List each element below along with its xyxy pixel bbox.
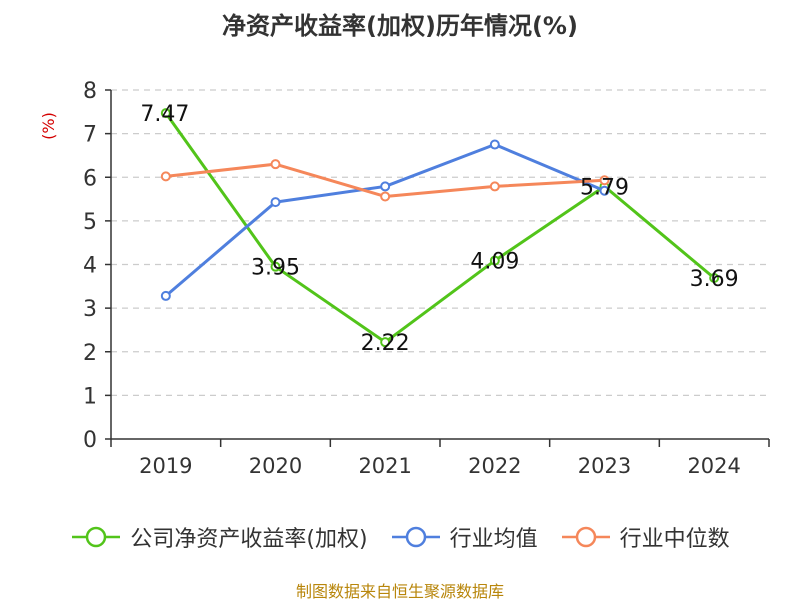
legend-item-company[interactable]: 公司净资产收益率(加权) <box>70 521 368 553</box>
series-0-point-2019 <box>160 108 171 119</box>
series-2-point-2021 <box>380 191 391 202</box>
chart-title: 净资产收益率(加权)历年情况(%) <box>222 12 578 40</box>
y-axis-label: (%) <box>39 112 58 140</box>
y-tick-label-1: 1 <box>83 384 97 409</box>
legend-company-line-icon <box>72 526 121 548</box>
series-1-point-2020 <box>270 197 281 208</box>
series-0-point-2022 <box>489 255 500 266</box>
legend: 公司净资产收益率(加权) 行业均值 行业中位数 <box>0 520 800 554</box>
series-2-point-2020 <box>270 159 281 170</box>
series-2-point-2023 <box>599 175 610 186</box>
x-tick-label-2020: 2020 <box>249 454 302 478</box>
data-label-2023: 5.79 <box>580 175 629 200</box>
series-0-point-2024 <box>709 273 720 284</box>
y-tick-label-6: 6 <box>83 166 97 191</box>
series-2-point-2019 <box>160 171 171 182</box>
legend-item-industry-mean[interactable]: 行业均值 <box>390 521 538 553</box>
legend-industry-mean-label: 行业均值 <box>449 527 538 552</box>
x-tick-label-2019: 2019 <box>139 454 192 478</box>
x-tick-label-2024: 2024 <box>687 454 740 478</box>
x-tick-label-2022: 2022 <box>468 454 521 478</box>
legend-industry-median-label: 行业中位数 <box>619 527 730 552</box>
y-tick-label-3: 3 <box>83 297 97 322</box>
x-tick-label-2021: 2021 <box>358 454 411 478</box>
x-tick-label-2023: 2023 <box>578 454 631 478</box>
legend-company-label: 公司净资产收益率(加权) <box>130 527 368 552</box>
data-label-2022: 4.09 <box>470 250 519 275</box>
legend-industry-mean-line-icon <box>391 526 440 548</box>
y-tick-label-5: 5 <box>83 210 97 235</box>
data-label-2024: 3.69 <box>690 267 739 292</box>
legend-item-industry-median[interactable]: 行业中位数 <box>560 521 730 553</box>
y-tick-label-2: 2 <box>83 341 97 366</box>
legend-industry-median-line-icon <box>561 526 610 548</box>
y-tick-label-4: 4 <box>83 254 97 279</box>
series-1-point-2023 <box>599 185 610 196</box>
data-label-2021: 2.22 <box>361 331 410 356</box>
y-tick-label-8: 8 <box>83 79 97 104</box>
y-tick-label-7: 7 <box>83 123 97 148</box>
series-1-point-2022 <box>489 139 500 150</box>
series-line-0 <box>164 112 716 344</box>
data-label-2019: 7.47 <box>140 102 189 127</box>
series-line-1 <box>164 143 606 298</box>
series-0-point-2020 <box>270 261 281 272</box>
series-1-point-2019 <box>160 290 171 301</box>
source-note: 制图数据来自恒生聚源数据库 <box>295 582 504 601</box>
series-0-point-2021 <box>380 337 391 348</box>
series-2-point-2022 <box>489 181 500 192</box>
data-label-2020: 3.95 <box>251 256 300 281</box>
y-tick-label-0: 0 <box>83 428 97 453</box>
series-1-point-2021 <box>380 181 391 192</box>
